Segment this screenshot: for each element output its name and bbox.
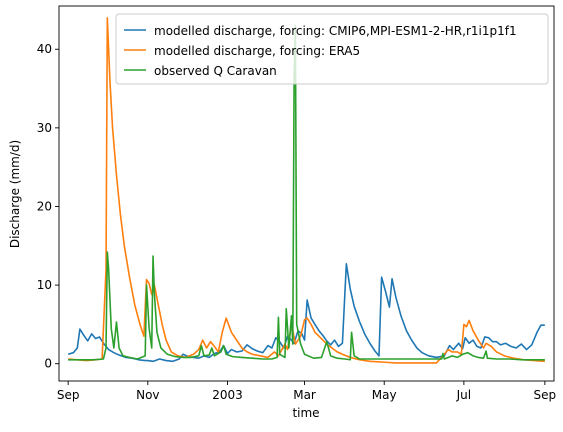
- legend-label-cmip6: modelled discharge, forcing: CMIP6,MPI-E…: [154, 24, 517, 38]
- x-axis: Sep Nov 2003 Mar May Jul Sep: [57, 381, 556, 402]
- y-tick-label: 10: [37, 278, 52, 292]
- x-tick-label: May: [372, 388, 397, 402]
- y-tick-label: 40: [37, 42, 52, 56]
- y-tick-label: 20: [37, 199, 52, 213]
- x-tick-label: Jul: [456, 388, 471, 402]
- x-tick-label: Nov: [136, 388, 159, 402]
- x-axis-label: time: [292, 406, 319, 420]
- x-tick-label: 2003: [212, 388, 243, 402]
- legend-label-era5: modelled discharge, forcing: ERA5: [154, 44, 360, 58]
- series-layer: [67, 16, 545, 364]
- series-line-observed: [68, 24, 545, 361]
- legend: modelled discharge, forcing: CMIP6,MPI-E…: [115, 13, 549, 85]
- y-tick-label: 30: [37, 121, 52, 135]
- x-tick-label: Sep: [57, 388, 80, 402]
- series-line-cmip6: [67, 263, 545, 363]
- y-axis: 0 10 20 30 40: [37, 42, 59, 371]
- y-axis-label: Discharge (mm/d): [8, 140, 22, 248]
- legend-frame: [115, 13, 549, 85]
- y-tick-label: 0: [44, 357, 52, 371]
- plot-area-frame: [58, 5, 555, 382]
- x-tick-label: Mar: [293, 388, 316, 402]
- x-tick-label: Sep: [534, 388, 557, 402]
- legend-label-observed: observed Q Caravan: [154, 64, 277, 78]
